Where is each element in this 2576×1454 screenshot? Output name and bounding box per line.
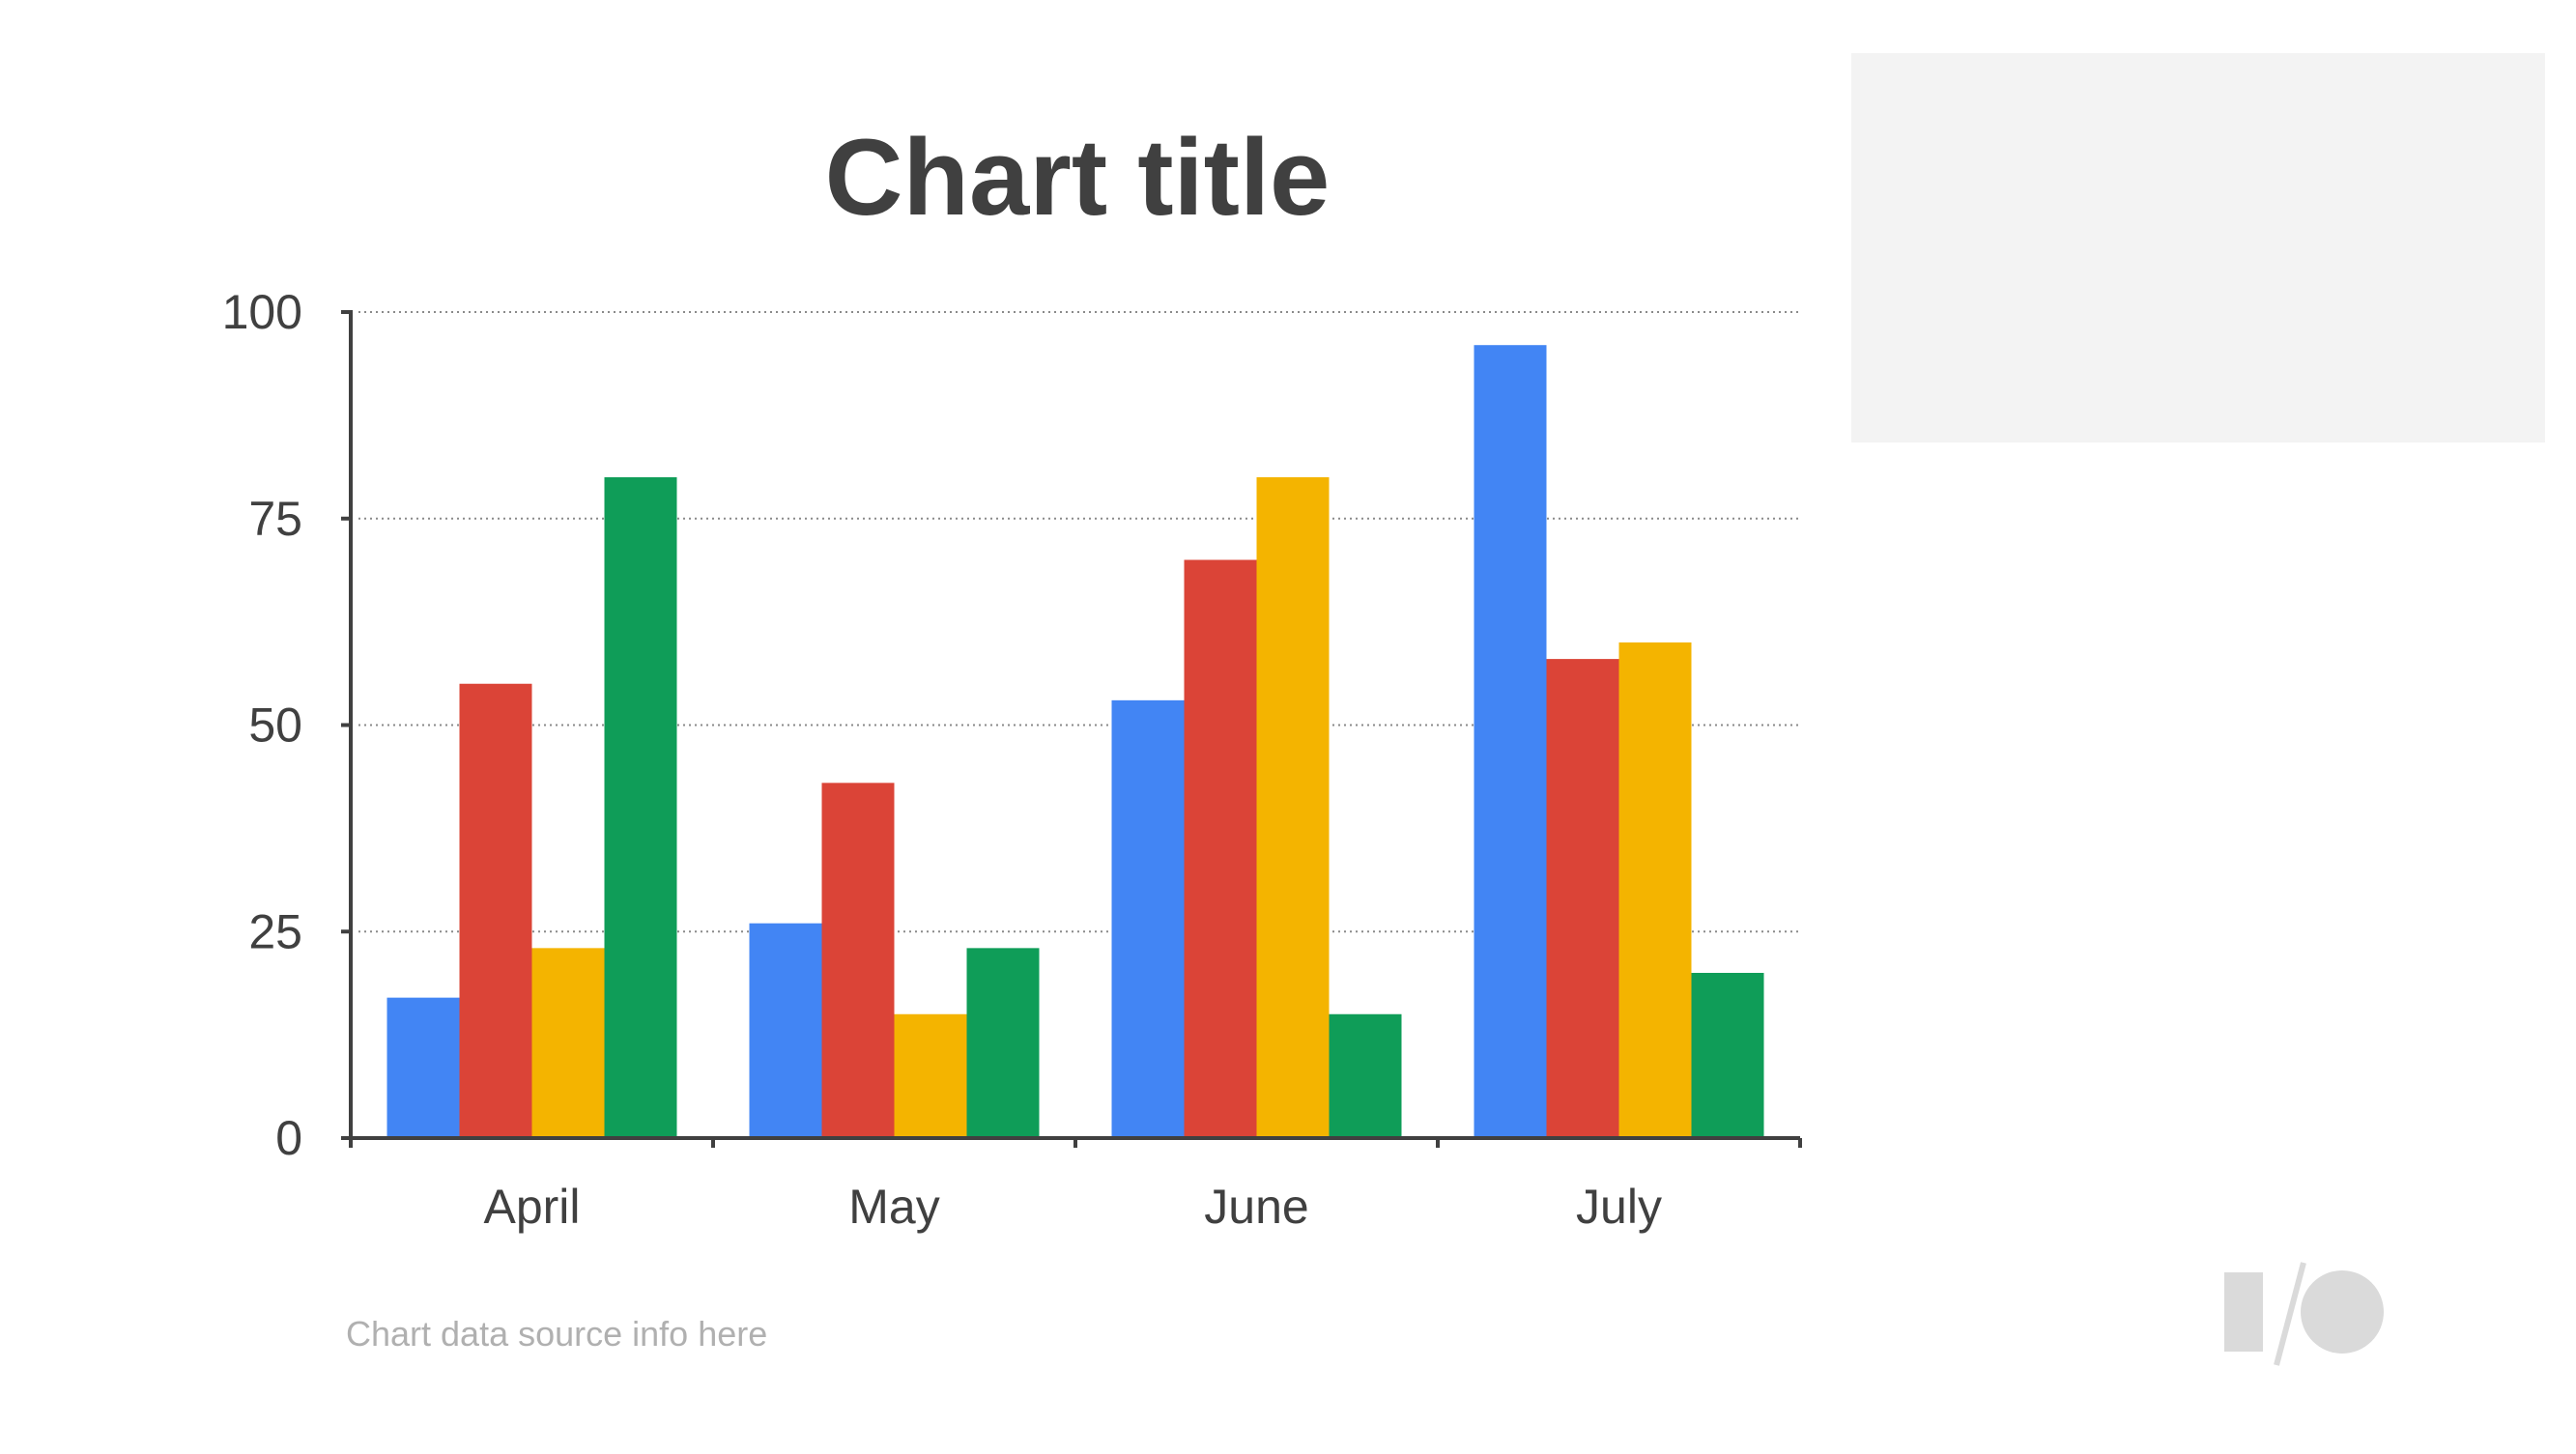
y-tick-label: 25 [248,904,302,958]
x-tick-label: May [848,1180,939,1234]
bar [1111,699,1185,1138]
google-io-logo-icon [2224,1262,2384,1366]
chart-title: Chart title [825,117,1331,238]
y-tick-label: 0 [275,1111,302,1165]
bar [1546,659,1619,1138]
x-tick-label: April [483,1180,580,1234]
bar [1618,642,1692,1138]
y-tick-label: 75 [248,492,302,546]
bar [894,1013,967,1138]
tick-labels: 0 25 50 75 100 April May June July [222,285,1662,1234]
bar [1184,559,1257,1138]
bar [604,477,677,1138]
x-tick-label: July [1576,1180,1662,1234]
bar [749,923,822,1138]
y-tick-label: 100 [222,285,302,339]
bar [1256,477,1330,1138]
bar [821,783,895,1138]
bars [386,345,1764,1138]
bar [1329,1013,1402,1138]
bar [966,948,1040,1138]
axes [341,310,1802,1148]
bar [1691,973,1764,1138]
bar [386,997,460,1138]
legend-placeholder [1851,53,2545,442]
x-tick-label: June [1204,1180,1308,1234]
bar [531,948,605,1138]
y-tick-label: 50 [248,698,302,753]
chart-source-note: Chart data source info here [346,1314,767,1354]
bar [1474,345,1547,1138]
bar [459,683,532,1138]
